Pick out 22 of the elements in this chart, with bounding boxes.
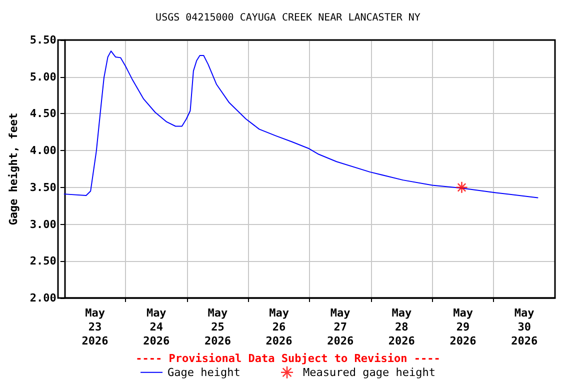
x-tick-label: May 30 2026 (511, 306, 538, 348)
text: ---- Provisional Data Subject to Revision ---- (136, 352, 440, 365)
x-tick-label: May 23 2026 (82, 306, 109, 348)
y-tick-label: 4.50 (30, 107, 56, 120)
y-axis-title: Gage height, feet (7, 112, 20, 226)
line-series (64, 50, 538, 198)
y-tick-label: 5.00 (30, 70, 56, 84)
y-tick-label: 4.00 (30, 144, 56, 158)
x-tick-label: May 25 2026 (204, 306, 232, 348)
legend-label: Gage height (168, 366, 240, 379)
y-tick-label: 3.00 (30, 218, 56, 231)
legend-label: Measured gage height (303, 366, 436, 379)
x-tick-label: May 26 2026 (266, 306, 293, 348)
x-tick-label: May 28 2026 (388, 306, 416, 348)
y-tick-label: 3.50 (30, 180, 56, 194)
chart-title: USGS 04215000 CAYUGA CREEK NEAR LANCASTER NY (156, 12, 420, 24)
y-tick-label: 2.00 (30, 292, 56, 304)
y-tick-label: 5.50 (30, 34, 56, 46)
x-tick-label: May 29 2026 (450, 306, 477, 348)
x-tick-label: May 27 2026 (327, 306, 354, 348)
y-tick-label: 2.50 (30, 254, 56, 268)
x-tick-label: May 24 2026 (143, 306, 170, 348)
